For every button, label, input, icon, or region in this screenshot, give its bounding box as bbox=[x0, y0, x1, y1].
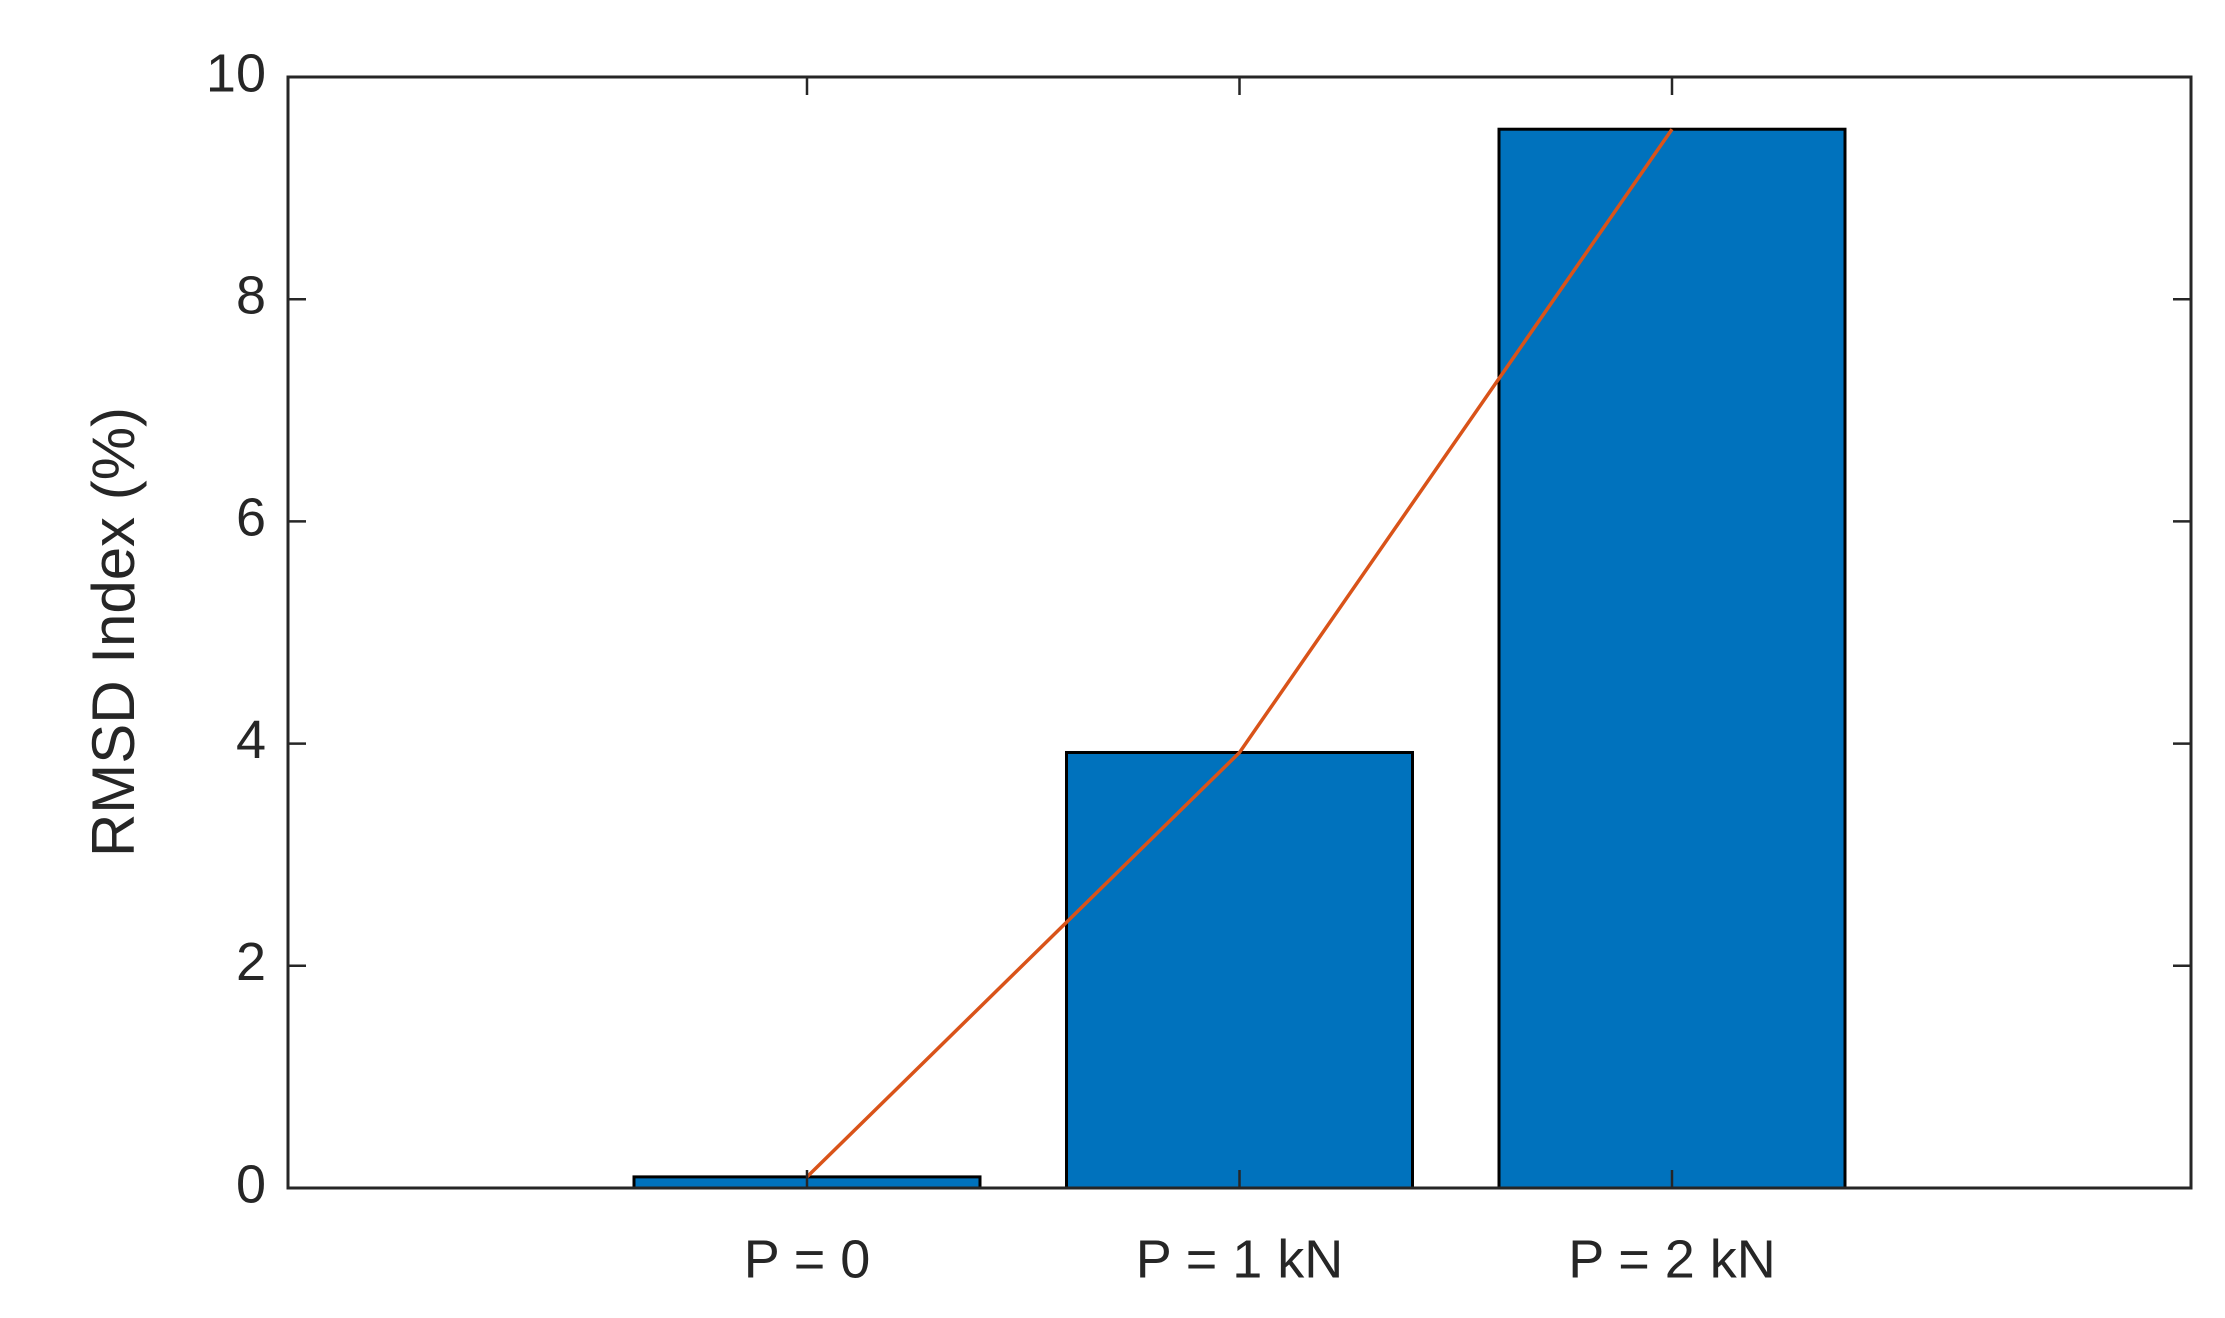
y-axis-label: RMSD Index (%) bbox=[80, 407, 147, 857]
y-tick-label: 6 bbox=[236, 488, 266, 548]
plot-frame bbox=[286, 75, 2193, 1190]
bar bbox=[1065, 750, 1414, 1190]
x-tick-label: P = 2 kN bbox=[1568, 1229, 1776, 1289]
x-tick-label: P = 0 bbox=[744, 1229, 871, 1289]
y-tick-label: 10 bbox=[206, 43, 266, 103]
y-tick-label: 2 bbox=[236, 932, 266, 992]
bar bbox=[1497, 127, 1847, 1190]
y-tick-label: 8 bbox=[236, 265, 266, 325]
x-tick-label: P = 1 kN bbox=[1136, 1229, 1344, 1289]
y-tick-label: 4 bbox=[236, 710, 266, 770]
line bbox=[805, 128, 1674, 1179]
y-tick-label: 0 bbox=[236, 1154, 266, 1214]
